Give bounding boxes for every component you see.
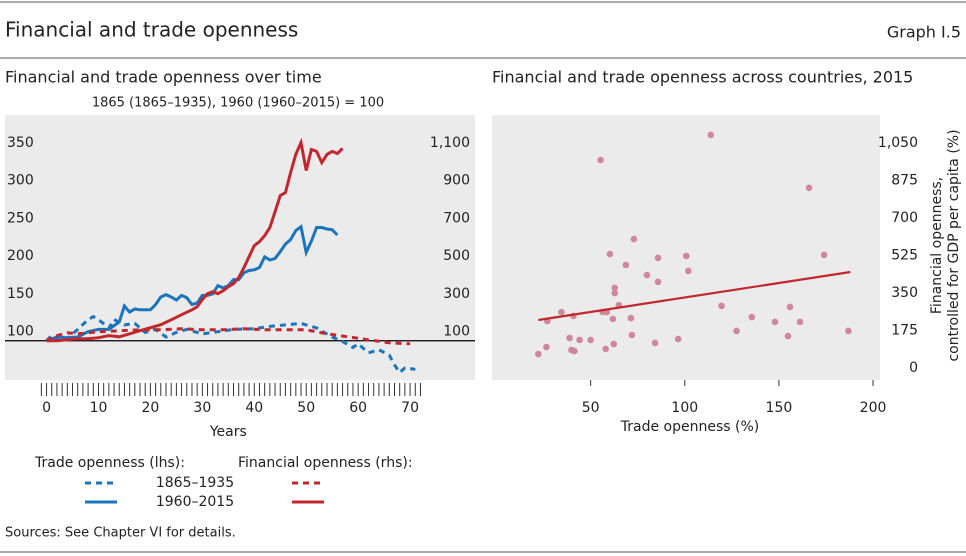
y2-tick-label: 100	[443, 324, 470, 340]
x-axis-label: Years	[209, 424, 247, 440]
y-tick-label: 200	[7, 248, 34, 264]
chart-subtitle: 1865 (1865–1935), 1960 (1960–2015) = 100	[92, 96, 384, 111]
chart-title: Financial and trade openness over time	[5, 68, 322, 87]
plot-background	[5, 115, 475, 380]
scatter-point	[643, 271, 651, 279]
scatter-point	[602, 345, 610, 353]
x-tick-label: 60	[349, 400, 367, 416]
scatter-point	[587, 336, 594, 344]
chart-title: Financial and trade openness across coun…	[492, 68, 913, 87]
scatter-point	[805, 184, 813, 192]
scatter-point	[543, 343, 550, 351]
y2-tick-label: 1,100	[430, 135, 470, 151]
y-tick-label: 525	[891, 248, 918, 264]
y2-tick-label: 300	[443, 286, 470, 302]
scatter-point	[610, 340, 618, 348]
scatter-point	[571, 347, 578, 355]
scatter-point	[576, 336, 583, 344]
graph-number: Graph I.5	[887, 23, 961, 42]
scatter-point	[707, 131, 715, 139]
y2-tick-label: 900	[443, 173, 470, 189]
x-tick-label: 20	[142, 400, 160, 416]
x-tick-label: 200	[860, 400, 887, 416]
trend-line	[538, 270, 851, 322]
x-tick-label: 50	[582, 400, 600, 416]
data-line	[45, 327, 411, 346]
y-tick-label: 350	[891, 285, 918, 301]
scatter-point	[606, 250, 614, 258]
scatter-point	[784, 332, 792, 340]
x-tick-label: 150	[766, 400, 793, 416]
scatter-point	[611, 284, 619, 292]
x-axis-label: Trade openness (%)	[620, 419, 759, 435]
data-line	[45, 224, 339, 343]
scatter-point	[654, 278, 662, 286]
scatter-point	[786, 303, 794, 311]
y-tick-label: 100	[7, 324, 34, 340]
legend-label: 1865–1935	[156, 475, 234, 491]
x-tick-label: 0	[42, 400, 51, 416]
scatter-point	[609, 315, 617, 323]
scatter-point	[820, 251, 828, 259]
y-axis-label: Financial openness,	[929, 177, 945, 314]
page-title: Financial and trade openness	[5, 18, 298, 42]
source-note: Sources: See Chapter VI for details.	[5, 526, 236, 541]
y-tick-label: 0	[909, 360, 918, 376]
x-tick-label: 30	[193, 400, 211, 416]
y-tick-label: 875	[891, 173, 918, 189]
x-tick-label: 40	[245, 400, 263, 416]
scatter-point	[682, 252, 690, 260]
scatter-point	[845, 327, 852, 335]
scatter-point	[611, 289, 619, 297]
scatter-point	[651, 339, 659, 347]
y-tick-label: 300	[7, 173, 34, 189]
scatter-point	[748, 313, 756, 321]
scatter-point	[718, 302, 725, 310]
y-tick-label: 1,050	[878, 135, 918, 151]
scatter-point	[654, 254, 662, 262]
scatter-point	[796, 318, 804, 326]
scatter-point	[674, 335, 682, 343]
legend-group-title: Financial openness (rhs):	[238, 455, 413, 471]
y-axis-label: controlled for GDP per capita (%)	[946, 129, 962, 361]
data-line	[46, 137, 344, 343]
scatter-point	[535, 350, 542, 358]
scatter-point	[771, 318, 779, 326]
scatter-point	[597, 156, 604, 164]
x-tick-label: 70	[401, 400, 419, 416]
x-tick-label: 50	[297, 400, 315, 416]
y2-tick-label: 500	[443, 248, 470, 264]
plot-background	[492, 115, 880, 380]
y2-tick-label: 700	[443, 210, 470, 226]
scatter-point	[558, 308, 565, 316]
y-tick-label: 175	[891, 323, 918, 339]
x-tick-label: 100	[671, 400, 698, 416]
x-tick-label: 10	[90, 400, 108, 416]
scatter-point	[622, 261, 630, 269]
scatter-point	[627, 314, 635, 322]
scatter-point	[628, 331, 636, 339]
y-tick-label: 150	[7, 286, 34, 302]
scatter-point	[733, 327, 740, 335]
scatter-point	[630, 235, 638, 243]
scatter-point	[566, 334, 573, 342]
legend-label: 1960–2015	[156, 494, 234, 510]
legend-group-title: Trade openness (lhs):	[34, 455, 185, 471]
y-tick-label: 700	[891, 210, 918, 226]
data-line	[45, 314, 416, 375]
y-tick-label: 350	[7, 135, 34, 151]
y-tick-label: 250	[7, 210, 34, 226]
scatter-point	[685, 267, 692, 275]
